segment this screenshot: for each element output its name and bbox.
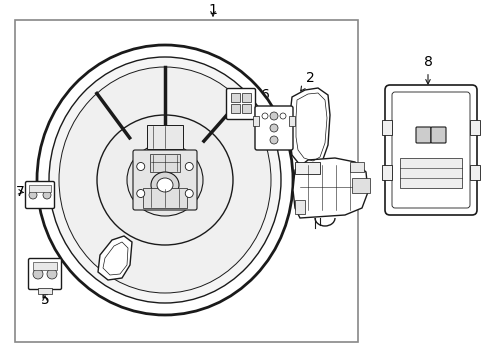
Polygon shape (292, 158, 367, 218)
Bar (399, 158, 461, 188)
FancyBboxPatch shape (415, 127, 430, 143)
Bar (381, 165, 391, 180)
Bar (349, 162, 363, 172)
Ellipse shape (269, 112, 278, 120)
Bar (288, 116, 294, 126)
Text: 6: 6 (255, 88, 269, 102)
Bar (381, 120, 391, 135)
Bar (147, 125, 183, 149)
Text: 1: 1 (208, 3, 217, 17)
Ellipse shape (127, 144, 203, 216)
Ellipse shape (185, 162, 193, 171)
FancyBboxPatch shape (384, 85, 476, 215)
Bar (252, 116, 259, 126)
Text: 3: 3 (115, 283, 126, 302)
Bar (351, 178, 369, 193)
Text: 4: 4 (255, 95, 267, 109)
Bar (142, 188, 186, 208)
Ellipse shape (49, 57, 281, 303)
Ellipse shape (137, 189, 144, 198)
Text: 2: 2 (300, 71, 314, 91)
Text: 8: 8 (423, 55, 431, 84)
Ellipse shape (37, 45, 292, 315)
Bar (242, 104, 250, 113)
Text: 7: 7 (16, 185, 24, 199)
Bar (242, 93, 250, 102)
FancyBboxPatch shape (133, 150, 197, 210)
Ellipse shape (269, 124, 278, 132)
Bar (230, 104, 240, 113)
Polygon shape (289, 88, 329, 168)
Bar (294, 200, 305, 214)
Bar (469, 120, 479, 135)
Bar (15, 20, 357, 342)
Bar (33, 262, 57, 270)
Ellipse shape (151, 172, 179, 198)
Bar (469, 165, 479, 180)
Ellipse shape (33, 269, 43, 279)
Ellipse shape (43, 191, 51, 199)
Bar (38, 288, 52, 294)
Ellipse shape (269, 136, 278, 144)
Text: 5: 5 (41, 293, 49, 307)
Ellipse shape (280, 113, 285, 119)
Ellipse shape (47, 269, 57, 279)
FancyBboxPatch shape (254, 106, 292, 150)
FancyBboxPatch shape (25, 181, 54, 208)
Bar (29, 185, 51, 192)
Ellipse shape (59, 67, 270, 293)
Ellipse shape (157, 178, 173, 192)
Polygon shape (98, 236, 132, 280)
Ellipse shape (185, 189, 193, 198)
FancyBboxPatch shape (430, 127, 445, 143)
FancyBboxPatch shape (226, 89, 255, 120)
Ellipse shape (262, 113, 267, 119)
Ellipse shape (97, 115, 232, 245)
FancyBboxPatch shape (28, 258, 61, 289)
Bar (294, 162, 319, 174)
Ellipse shape (29, 191, 37, 199)
Bar (150, 154, 180, 172)
Bar (230, 93, 240, 102)
Ellipse shape (137, 162, 144, 171)
